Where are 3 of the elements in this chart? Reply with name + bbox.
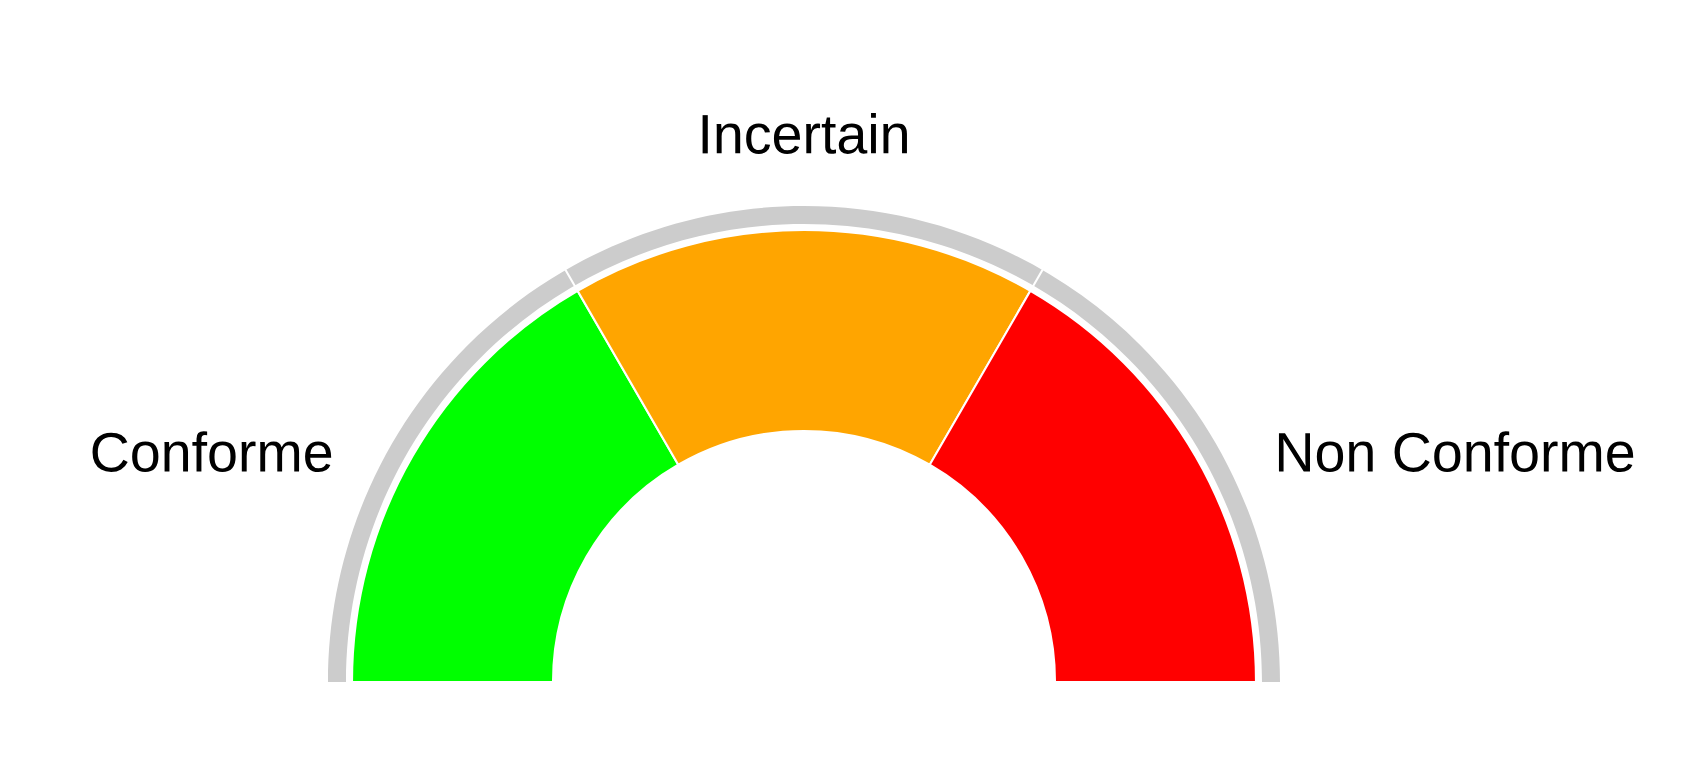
slice-label: Incertain <box>702 113 907 154</box>
slice-label: Non Conforme <box>1278 431 1634 473</box>
slice-label: Conforme <box>92 431 332 473</box>
